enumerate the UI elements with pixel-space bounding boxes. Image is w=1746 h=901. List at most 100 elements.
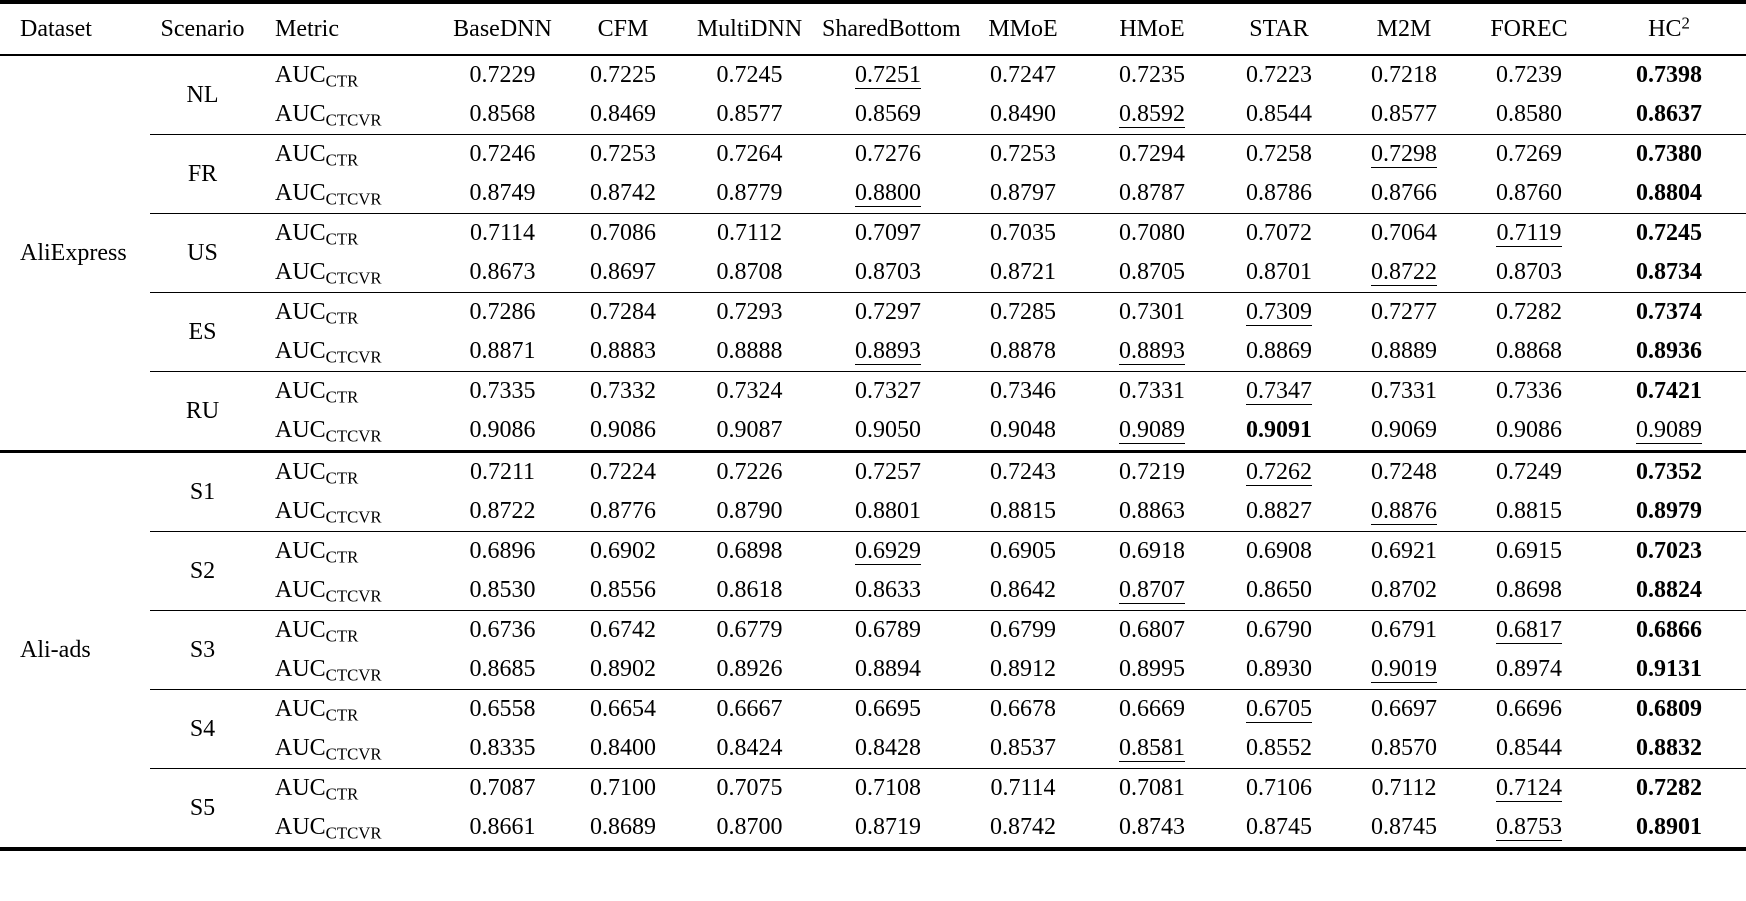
value-text: 0.8570 — [1371, 735, 1437, 761]
value-text: 0.6736 — [469, 617, 536, 643]
header-method-hmoe: HMoE — [1088, 2, 1216, 56]
value-text: 0.7218 — [1371, 62, 1437, 88]
value-cell: 0.7335 — [440, 371, 565, 411]
value-cell: 0.6736 — [440, 610, 565, 650]
value-cell: 0.7277 — [1342, 292, 1466, 332]
value-text: 0.8863 — [1119, 498, 1185, 524]
value-cell: 0.7347 — [1216, 371, 1342, 411]
value-cell: 0.8702 — [1342, 571, 1466, 611]
value-cell: 0.8804 — [1592, 174, 1746, 214]
table-row: AUCCTCVR 0.9086 0.9086 0.9087 0.9050 0.9048 0.… — [0, 411, 1746, 452]
value-text: 0.8930 — [1246, 656, 1312, 682]
value-text: 0.7331 — [1371, 378, 1437, 404]
value-cell: 0.6779 — [681, 610, 818, 650]
value-text: 0.7226 — [716, 459, 783, 485]
value-cell: 0.6558 — [440, 689, 565, 729]
value-cell: 0.7112 — [1342, 768, 1466, 808]
table-row: FR AUCCTR 0.7246 0.7253 0.7264 0.7276 0.7253 0.… — [0, 134, 1746, 214]
value-text: 0.8760 — [1496, 180, 1562, 206]
value-text: 0.8400 — [590, 735, 656, 761]
value-text: 0.8708 — [716, 259, 783, 285]
value-cell: 0.8722 — [1342, 253, 1466, 293]
value-cell: 0.7246 — [440, 134, 565, 174]
table-row: AliExpress NL AUCCTR 0.7229 0.7225 0.7245 0.72… — [0, 55, 1746, 266]
value-cell: 0.6866 — [1592, 610, 1746, 650]
value-cell: 0.9089 — [1088, 411, 1216, 452]
value-cell: 0.7284 — [565, 292, 681, 332]
value-cell: 0.7251 — [818, 55, 958, 95]
value-text: 0.8827 — [1246, 498, 1312, 524]
value-text: 0.8742 — [990, 814, 1056, 840]
metric-label: AUCCTCVR — [275, 498, 382, 527]
value-text: 0.8705 — [1119, 259, 1185, 285]
value-text: 0.7080 — [1119, 220, 1185, 246]
value-text: 0.8787 — [1119, 180, 1185, 206]
value-cell: 0.8633 — [818, 571, 958, 611]
value-text: 0.9048 — [990, 417, 1056, 443]
value-cell: 0.8701 — [1216, 253, 1342, 293]
value-text: 0.7097 — [855, 220, 921, 246]
metric-subscript: CTR — [325, 308, 359, 328]
value-text: 0.7294 — [1119, 141, 1185, 167]
value-cell: 0.8930 — [1216, 650, 1342, 690]
value-cell: 0.8974 — [1466, 650, 1592, 690]
value-cell: 0.7035 — [958, 213, 1088, 253]
metric-label: AUCCTR — [275, 62, 359, 91]
value-text: 0.7293 — [716, 299, 783, 325]
value-cell: 0.8824 — [1592, 571, 1746, 611]
value-cell: 0.8569 — [818, 95, 958, 135]
value-text: 0.7245 — [1636, 220, 1702, 246]
value-text: 0.6921 — [1371, 538, 1437, 564]
value-cell: 0.6789 — [818, 610, 958, 650]
value-cell: 0.8581 — [1088, 729, 1216, 769]
header-method-sharedbottom: SharedBottom — [818, 2, 961, 56]
value-cell: 0.6908 — [1216, 531, 1342, 571]
value-text: 0.8719 — [855, 814, 921, 840]
value-text: 0.7309 — [1246, 299, 1312, 326]
value-text: 0.8883 — [590, 338, 656, 364]
metric-label: AUCCTR — [255, 292, 440, 332]
table-row: S4 AUCCTR 0.6558 0.6654 0.6667 0.6695 0.6678 0.… — [0, 689, 1746, 769]
table-row: AUCCTCVR 0.8661 0.8689 0.8700 0.8719 0.8742 0.… — [0, 808, 1746, 849]
value-cell: 0.6809 — [1592, 689, 1746, 729]
value-text: 0.6558 — [469, 696, 536, 722]
scenario-label: S3 — [150, 610, 255, 690]
value-cell: 0.7225 — [565, 55, 681, 95]
value-text: 0.6898 — [716, 538, 783, 564]
value-cell: 0.7380 — [1592, 134, 1746, 174]
value-text: 0.7235 — [1119, 62, 1185, 88]
scenario-label: NL — [186, 81, 219, 108]
value-cell: 0.8995 — [1088, 650, 1216, 690]
value-text: 0.8745 — [1246, 814, 1312, 840]
value-text: 0.8797 — [990, 180, 1056, 206]
table-row: AUCCTCVR 0.8335 0.8400 0.8424 0.8428 0.8537 0.… — [0, 729, 1746, 769]
value-cell: 0.7229 — [440, 55, 565, 95]
value-cell: 0.8707 — [1088, 571, 1216, 611]
metric-label: AUCCTCVR — [275, 417, 382, 446]
value-text: 0.6697 — [1371, 696, 1437, 722]
scenario-label: S1 — [150, 450, 255, 532]
value-text: 0.6905 — [990, 538, 1056, 564]
metric-label: AUCCTR — [255, 213, 440, 253]
value-text: 0.8888 — [716, 338, 783, 364]
value-text: 0.7264 — [716, 141, 783, 167]
value-cell: 0.7064 — [1342, 213, 1466, 253]
value-cell: 0.9048 — [958, 411, 1088, 452]
value-cell: 0.9019 — [1342, 650, 1466, 690]
value-cell: 0.7298 — [1342, 134, 1466, 174]
value-cell: 0.8815 — [1466, 492, 1592, 532]
value-cell: 0.8776 — [565, 492, 681, 532]
value-cell: 0.8698 — [1466, 571, 1592, 611]
value-cell: 0.8883 — [565, 332, 681, 372]
value-cell: 0.8787 — [1088, 174, 1216, 214]
value-text: 0.8832 — [1636, 735, 1702, 761]
value-cell: 0.7282 — [1592, 768, 1746, 808]
value-text: 0.6669 — [1119, 696, 1185, 722]
metric-label: AUCCTR — [255, 531, 440, 571]
value-text: 0.7114 — [469, 220, 536, 246]
value-text: 0.8800 — [855, 180, 921, 207]
value-cell: 0.6742 — [565, 610, 681, 650]
value-text: 0.7257 — [855, 459, 921, 485]
value-cell: 0.8734 — [1592, 253, 1746, 293]
